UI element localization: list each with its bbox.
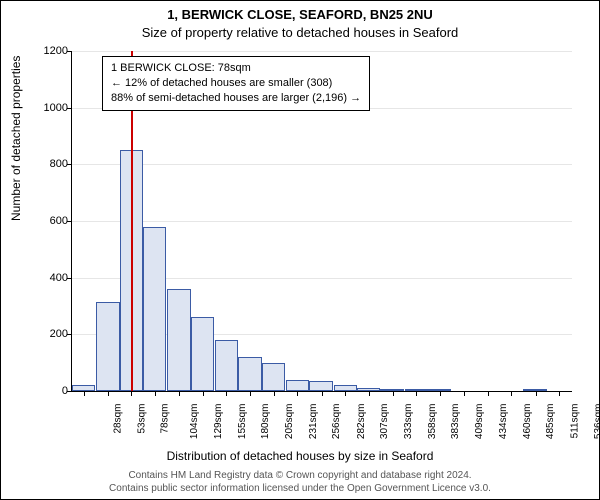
xtick-mark <box>155 391 156 396</box>
xtick-mark <box>345 391 346 396</box>
xtick-label: 53sqm <box>136 404 147 434</box>
xtick-label: 78sqm <box>159 404 170 434</box>
x-axis-label: Distribution of detached houses by size … <box>1 449 599 463</box>
xtick-mark <box>322 391 323 396</box>
footer: Contains HM Land Registry data © Crown c… <box>1 469 599 495</box>
xtick-mark <box>488 391 489 396</box>
histogram-bar <box>238 357 261 391</box>
histogram-bar <box>309 381 332 391</box>
gridline <box>72 221 572 222</box>
footer-line-2: Contains public sector information licen… <box>1 482 599 495</box>
histogram-bar <box>143 227 166 391</box>
chart-title-line1: 1, BERWICK CLOSE, SEAFORD, BN25 2NU <box>1 7 599 22</box>
xtick-mark <box>108 391 109 396</box>
footer-line-1: Contains HM Land Registry data © Crown c… <box>1 469 599 482</box>
ytick-label: 400 <box>18 272 68 284</box>
chart-title-line2: Size of property relative to detached ho… <box>1 25 599 40</box>
xtick-mark <box>250 391 251 396</box>
ytick-label: 600 <box>18 215 68 227</box>
xtick-label: 536sqm <box>593 404 600 440</box>
gridline <box>72 51 572 52</box>
xtick-mark <box>393 391 394 396</box>
histogram-bar <box>286 380 309 391</box>
xtick-label: 256sqm <box>331 404 342 440</box>
xtick-label: 307sqm <box>379 404 390 440</box>
xtick-label: 409sqm <box>474 404 485 440</box>
xtick-label: 434sqm <box>498 404 509 440</box>
xtick-mark <box>203 391 204 396</box>
ytick-label: 1200 <box>18 45 68 57</box>
xtick-label: 205sqm <box>284 404 295 440</box>
ytick-label: 1000 <box>18 102 68 114</box>
xtick-mark <box>179 391 180 396</box>
xtick-label: 104sqm <box>189 404 200 440</box>
xtick-mark <box>84 391 85 396</box>
info-line-1: 1 BERWICK CLOSE: 78sqm <box>111 61 361 76</box>
xtick-label: 231sqm <box>308 404 319 440</box>
xtick-mark <box>416 391 417 396</box>
histogram-bar <box>262 363 285 391</box>
histogram-bar <box>191 317 214 391</box>
xtick-mark <box>536 391 537 396</box>
xtick-label: 155sqm <box>237 404 248 440</box>
xtick-label: 460sqm <box>522 404 533 440</box>
xtick-mark <box>440 391 441 396</box>
y-axis-label: Number of detached properties <box>9 56 23 221</box>
ytick-label: 800 <box>18 158 68 170</box>
xtick-mark <box>511 391 512 396</box>
xtick-label: 511sqm <box>569 404 580 439</box>
info-line-2: ← 12% of detached houses are smaller (30… <box>111 76 361 91</box>
xtick-mark <box>226 391 227 396</box>
xtick-label: 383sqm <box>450 404 461 440</box>
xtick-mark <box>131 391 132 396</box>
histogram-bar <box>96 302 119 391</box>
xtick-mark <box>274 391 275 396</box>
chart-container: 1, BERWICK CLOSE, SEAFORD, BN25 2NU Size… <box>0 0 600 500</box>
xtick-label: 180sqm <box>260 404 271 440</box>
ytick-label: 0 <box>18 385 68 397</box>
histogram-bar <box>215 340 238 391</box>
xtick-label: 282sqm <box>356 404 367 440</box>
plot-area: 02004006008001000120028sqm53sqm78sqm104s… <box>71 51 572 392</box>
info-line-3: 88% of semi-detached houses are larger (… <box>111 91 361 106</box>
xtick-label: 358sqm <box>427 404 438 440</box>
xtick-mark <box>464 391 465 396</box>
xtick-mark <box>297 391 298 396</box>
xtick-label: 129sqm <box>213 404 224 440</box>
info-box: 1 BERWICK CLOSE: 78sqm ← 12% of detached… <box>102 56 370 111</box>
xtick-label: 28sqm <box>113 404 124 434</box>
gridline <box>72 164 572 165</box>
xtick-mark <box>369 391 370 396</box>
xtick-label: 333sqm <box>403 404 414 440</box>
xtick-label: 485sqm <box>545 404 556 440</box>
histogram-bar <box>167 289 190 391</box>
ytick-label: 200 <box>18 328 68 340</box>
xtick-mark <box>559 391 560 396</box>
